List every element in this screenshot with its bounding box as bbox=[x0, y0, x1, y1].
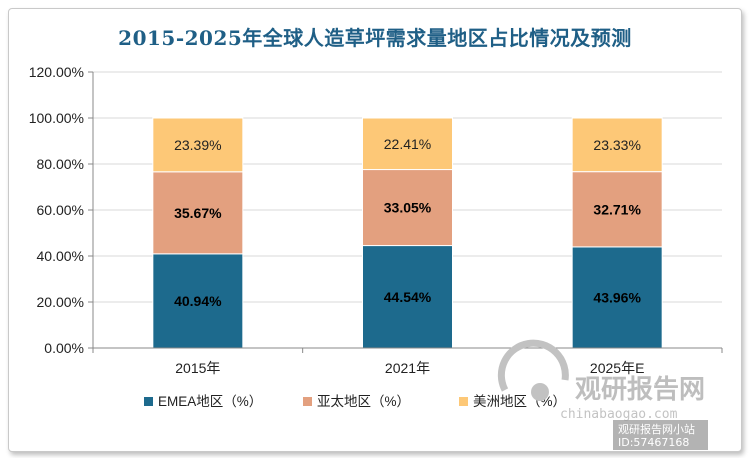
watermark-small-text-2: ID:57467168 bbox=[618, 436, 689, 449]
y-tick-label: 0.00% bbox=[44, 340, 84, 356]
watermark-logo-icon bbox=[497, 339, 569, 401]
legend: EMEA地区（%） 亚太地区（%） 美洲地区（%） bbox=[144, 394, 566, 409]
legend-swatch bbox=[303, 397, 312, 406]
data-label: 43.96% bbox=[593, 289, 641, 305]
y-tick-label: 100.00% bbox=[29, 110, 84, 126]
x-tick-label: 2025年E bbox=[590, 360, 644, 376]
bar-segment bbox=[152, 117, 244, 173]
bar-segment bbox=[571, 117, 663, 173]
data-label: 40.94% bbox=[174, 293, 222, 309]
bars bbox=[152, 117, 663, 349]
chart-title: 2015-2025年全球人造草坪需求量地区占比情况及预测 bbox=[118, 26, 632, 50]
x-tick-label: 2015年 bbox=[175, 360, 220, 376]
bar-segment bbox=[571, 246, 663, 349]
data-label: 33.05% bbox=[384, 200, 432, 216]
watermark: 观研报告网 chinabaogao.com 观研报告网小站 ID:5746716… bbox=[497, 339, 708, 450]
watermark-badge bbox=[613, 420, 708, 450]
data-label: 23.39% bbox=[174, 137, 221, 153]
bar-segment bbox=[362, 169, 453, 247]
data-label: 22.41% bbox=[384, 136, 431, 152]
legend-label: 亚太地区（%） bbox=[317, 394, 410, 409]
y-axis: 0.00% 20.00% 40.00% 60.00% 80.00% 100.00% 120.… bbox=[29, 64, 94, 356]
data-label: 32.71% bbox=[593, 201, 641, 217]
data-label: 35.67% bbox=[174, 205, 222, 221]
x-tick-label: 2021年 bbox=[385, 360, 430, 376]
watermark-url: chinabaogao.com bbox=[560, 407, 678, 422]
data-labels: 40.94% 35.67% 23.39% 44.54% 33.05% 22.41% 43.9… bbox=[174, 136, 641, 309]
y-tick-label: 120.00% bbox=[29, 64, 84, 80]
bar-segment bbox=[362, 117, 453, 171]
watermark-logo-text: 观研报告网 bbox=[575, 374, 705, 405]
legend-swatch bbox=[144, 397, 153, 406]
y-tick-label: 80.00% bbox=[37, 156, 84, 172]
legend-label: 美洲地区（%） bbox=[473, 394, 566, 409]
x-axis: 2015年 2021年 2025年E bbox=[92, 347, 723, 376]
data-label: 23.33% bbox=[593, 137, 640, 153]
y-tick-label: 20.00% bbox=[37, 294, 84, 310]
data-label: 44.54% bbox=[384, 289, 432, 305]
watermark-small-text-1: 观研报告网小站 bbox=[618, 422, 695, 436]
bar-segment bbox=[571, 171, 663, 248]
y-tick-label: 60.00% bbox=[37, 202, 84, 218]
y-tick-label: 40.00% bbox=[37, 248, 84, 264]
legend-label: EMEA地区（%） bbox=[158, 394, 262, 409]
bar-segment bbox=[362, 245, 453, 349]
legend-swatch bbox=[459, 397, 468, 406]
